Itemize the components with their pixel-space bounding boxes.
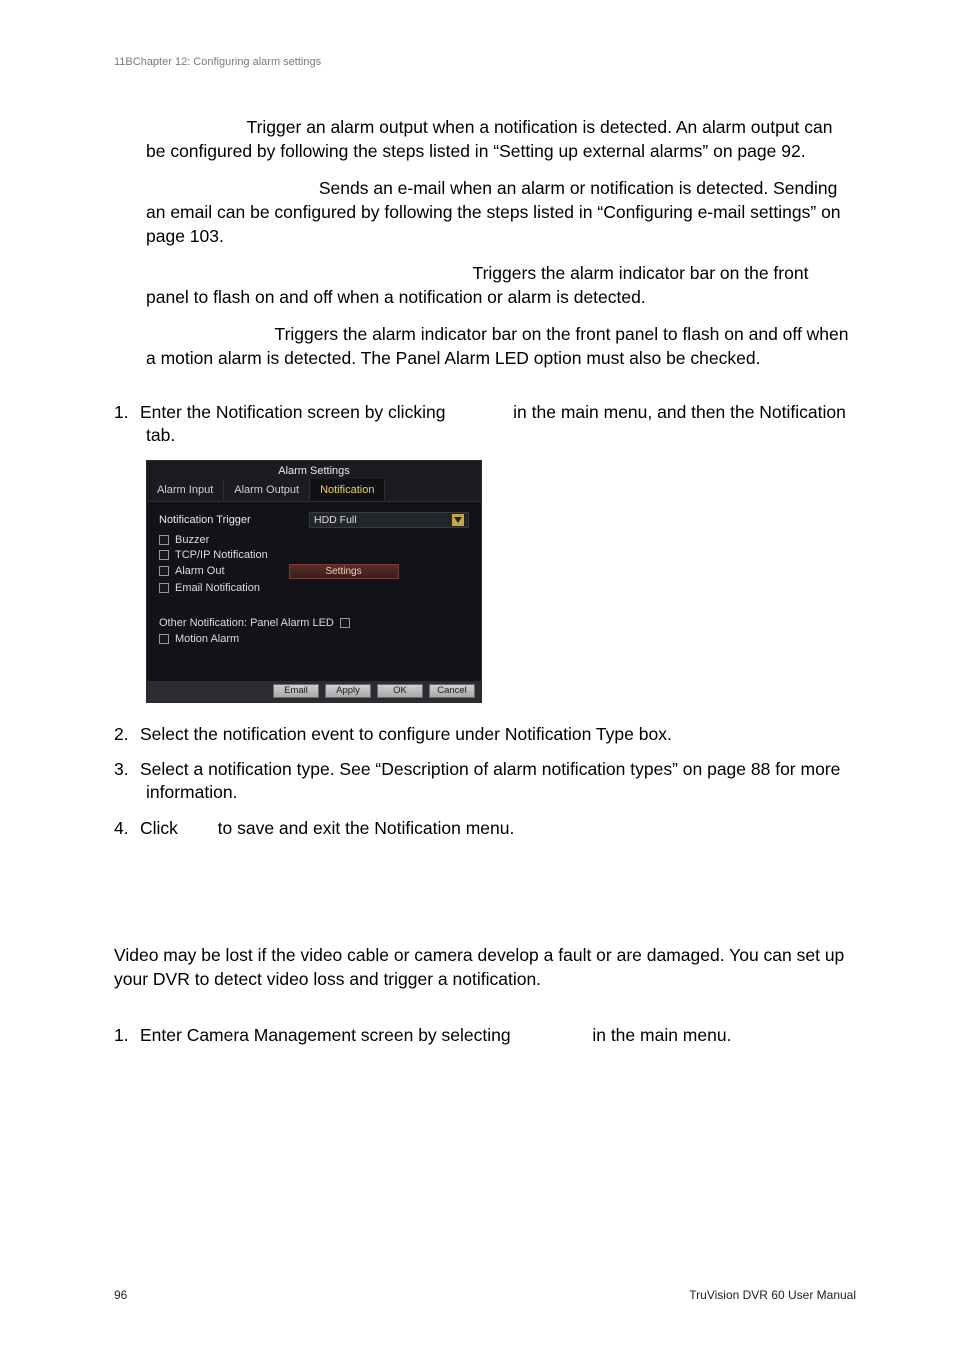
checkbox-buzzer-label: Buzzer	[175, 534, 209, 546]
page-number: 96	[114, 1288, 127, 1302]
step-4: 4.Click to save and exit the Notificatio…	[114, 817, 856, 840]
bullet-panel-led: Triggers the alarm indicator bar on the …	[146, 262, 856, 309]
checkbox-icon	[159, 583, 169, 593]
checkbox-motion-alarm[interactable]: Motion Alarm	[159, 633, 469, 645]
vl-step-1-text-a: Enter Camera Management screen by select…	[140, 1025, 515, 1045]
checkbox-tcpip-label: TCP/IP Notification	[175, 549, 268, 561]
screenshot-alarm-settings: Alarm Settings Alarm Input Alarm Output …	[146, 460, 482, 703]
step-3: 3.Select a notification type. See “Descr…	[114, 758, 856, 805]
checkbox-panel-alarm-led[interactable]	[340, 618, 350, 628]
other-notification-row: Other Notification: Panel Alarm LED	[159, 617, 469, 629]
cancel-button[interactable]: Cancel	[429, 684, 475, 698]
step-2: 2.Select the notification event to confi…	[114, 723, 856, 746]
checkbox-icon	[159, 566, 169, 576]
notification-trigger-label: Notification Trigger	[159, 514, 309, 526]
dialog-title: Alarm Settings	[147, 461, 481, 479]
apply-button[interactable]: Apply	[325, 684, 371, 698]
checkbox-icon	[159, 550, 169, 560]
vl-step-1-text-b: in the main menu.	[587, 1025, 731, 1045]
step-1-text-a: Enter the Notification screen by clickin…	[140, 402, 450, 422]
other-notification-label: Other Notification: Panel Alarm LED	[159, 617, 334, 629]
checkbox-email-notification[interactable]: Email Notification	[159, 582, 469, 594]
steps-setup-notifications-cont: 2.Select the notification event to confi…	[114, 723, 856, 841]
vl-step-1-num: 1.	[114, 1024, 140, 1047]
vl-step-1: 1.Enter Camera Management screen by sele…	[114, 1024, 856, 1047]
steps-video-loss: 1.Enter Camera Management screen by sele…	[114, 1024, 856, 1047]
step-4-text-b: to save and exit the Notification menu.	[213, 818, 515, 838]
notification-trigger-value: HDD Full	[314, 514, 357, 526]
steps-setup-notifications: 1.Enter the Notification screen by click…	[114, 401, 856, 448]
settings-button[interactable]: Settings	[289, 564, 399, 579]
checkbox-motion-label: Motion Alarm	[175, 633, 239, 645]
email-button[interactable]: Email	[273, 684, 319, 698]
bullet-alarm-out-text: Trigger an alarm output when a notificat…	[146, 117, 833, 161]
step-1-num: 1.	[114, 401, 140, 424]
dialog-footer: Email Apply OK Cancel	[147, 681, 481, 702]
manual-title: TruVision DVR 60 User Manual	[689, 1288, 856, 1302]
tab-row: Alarm Input Alarm Output Notification	[147, 479, 481, 502]
notification-trigger-dropdown[interactable]: HDD Full	[309, 512, 469, 528]
step-3-num: 3.	[114, 758, 140, 781]
checkbox-icon	[159, 535, 169, 545]
chapter-header: 11BChapter 12: Configuring alarm setting…	[114, 56, 856, 68]
checkbox-email-label: Email Notification	[175, 582, 260, 594]
checkbox-tcpip[interactable]: TCP/IP Notification	[159, 549, 469, 561]
step-4-num: 4.	[114, 817, 140, 840]
checkbox-alarm-out[interactable]: Alarm Out Settings	[159, 564, 469, 579]
step-1: 1.Enter the Notification screen by click…	[114, 401, 856, 448]
page-footer: 96 TruVision DVR 60 User Manual	[114, 1288, 856, 1302]
tab-alarm-input[interactable]: Alarm Input	[147, 479, 224, 501]
bullet-motion-text: Triggers the alarm indicator bar on the …	[146, 324, 849, 368]
bullet-alarm-out: Trigger an alarm output when a notificat…	[146, 116, 856, 163]
step-4-text-a: Click	[140, 818, 183, 838]
ok-button[interactable]: OK	[377, 684, 423, 698]
step-2-num: 2.	[114, 723, 140, 746]
tab-alarm-output[interactable]: Alarm Output	[224, 479, 310, 501]
chevron-down-icon	[452, 514, 464, 526]
checkbox-alarm-out-label: Alarm Out	[175, 565, 225, 577]
video-loss-paragraph: Video may be lost if the video cable or …	[114, 944, 856, 991]
checkbox-buzzer[interactable]: Buzzer	[159, 534, 469, 546]
checkbox-icon	[159, 634, 169, 644]
bullet-email-text: Sends an e-mail when an alarm or notific…	[146, 178, 841, 245]
step-3-text: Select a notification type. See “Descrip…	[140, 759, 840, 802]
bullet-motion: Triggers the alarm indicator bar on the …	[146, 323, 856, 370]
bullet-panel-led-text: Triggers the alarm indicator bar on the …	[146, 263, 808, 307]
section-title-video-loss	[114, 876, 856, 908]
bullet-email: Sends an e-mail when an alarm or notific…	[146, 177, 856, 248]
step-2-text: Select the notification event to configu…	[140, 724, 672, 744]
tab-notification[interactable]: Notification	[310, 479, 385, 501]
